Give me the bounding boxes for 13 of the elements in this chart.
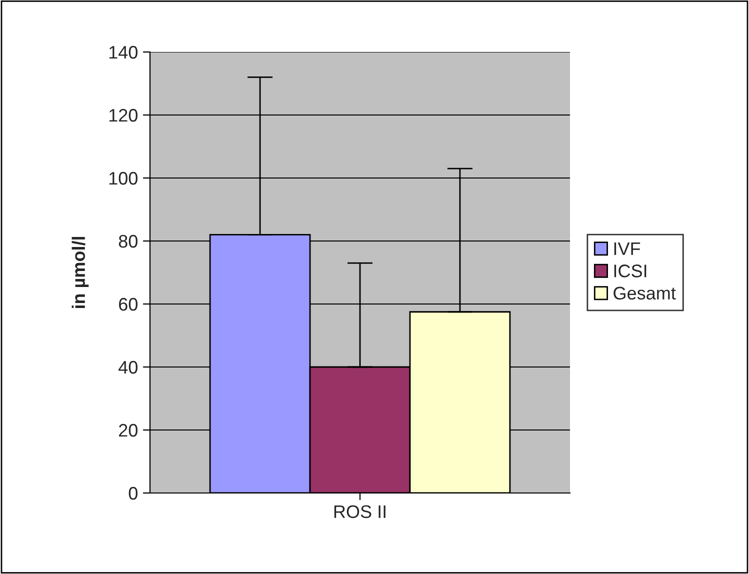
y-tick-label: 140 bbox=[109, 46, 138, 59]
y-tick-label: 60 bbox=[119, 298, 138, 311]
y-tick-label: 100 bbox=[109, 172, 138, 185]
y-tick-label: 80 bbox=[118, 234, 138, 248]
legend-label: ICSI bbox=[614, 264, 646, 278]
y-tick-label: 40 bbox=[118, 360, 138, 374]
y-tick-label: 20 bbox=[119, 424, 138, 437]
y-axis-title: in µmol/l bbox=[72, 236, 89, 308]
legend-label: IVF bbox=[614, 242, 640, 255]
y-tick-label: 120 bbox=[109, 108, 138, 122]
x-tick-label: ROS II bbox=[334, 505, 386, 518]
y-tick-label: 0 bbox=[128, 486, 138, 500]
legend-label: Gesamt bbox=[614, 286, 676, 300]
